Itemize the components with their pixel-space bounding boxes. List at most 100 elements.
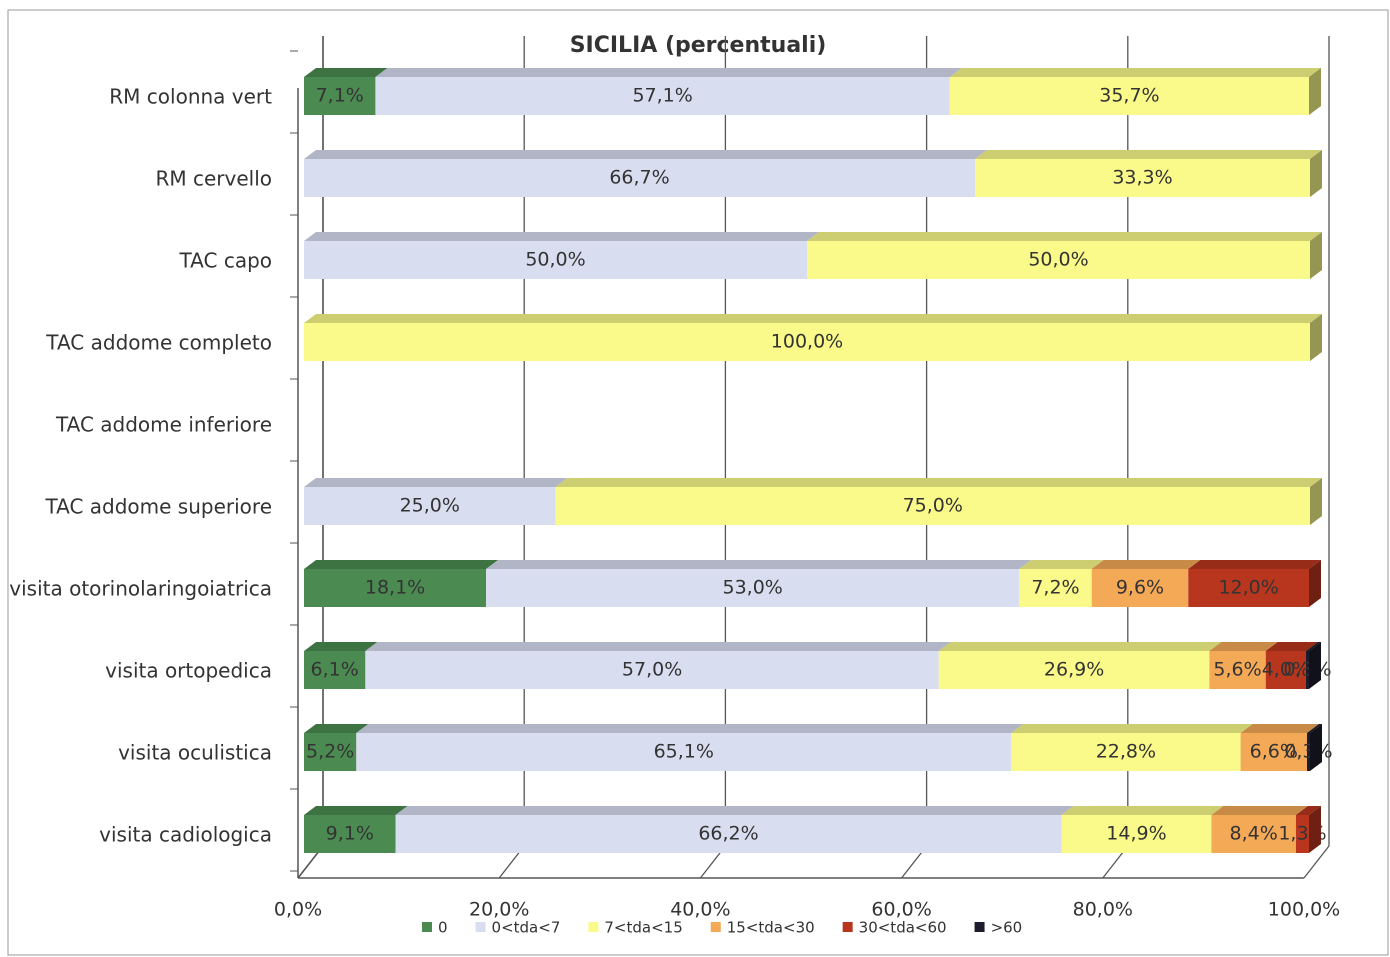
value-label: 14,9% [1106,823,1166,845]
legend-label: >60 [991,919,1023,937]
bar-top [304,642,378,651]
legend-label: 0<tda<7 [492,919,561,937]
value-label: 6,1% [311,659,359,681]
bar-segment [304,487,556,525]
bar-side [1310,150,1322,197]
category-label: RM colonna vert [109,85,272,109]
bar-top [1265,642,1318,651]
x-tick-label: 40,0% [670,899,730,921]
bar-top [486,560,1032,569]
bar-segment [1211,815,1296,853]
value-label: 7,1% [316,85,364,107]
value-label: 7,2% [1031,577,1079,599]
bar-side [1308,806,1321,853]
bar-top [1306,724,1322,733]
value-label: 65,1% [654,741,714,763]
bar-top [304,478,568,487]
bar-segment [1011,733,1241,771]
bar-segment [304,815,396,853]
bar-side [1310,478,1322,525]
category-label: visita cadiologica [99,823,272,847]
bar-top [1209,642,1278,651]
legend-label: 0 [438,919,448,937]
category-label: TAC capo [179,249,273,273]
bar-top [365,642,951,651]
bar-side [1308,560,1321,607]
bar-segment [555,487,1310,525]
bar-segment [1091,569,1189,607]
bar-top [975,150,1322,159]
bar-segment [1295,815,1309,853]
bar-top [304,314,1322,323]
bar-top [375,68,962,77]
value-label: 75,0% [903,495,963,517]
value-label: 26,9% [1044,659,1104,681]
value-label: 50,0% [1028,249,1088,271]
bar-segment [1240,733,1307,771]
x-tick-label: 20,0% [469,899,529,921]
bar-segment [975,159,1310,197]
value-label: 9,6% [1116,577,1164,599]
bar-segment [304,651,366,689]
bar-segment [1209,651,1266,689]
bar-side [1308,642,1321,689]
bar-segment [1061,815,1212,853]
legend-swatch [475,922,486,932]
legend-swatch [974,922,985,932]
bar-segment [1188,569,1309,607]
bar-top [1091,560,1201,569]
bar-segment [1019,569,1092,607]
value-label: 57,1% [632,85,692,107]
bar-segment [304,241,807,279]
x-tick-label: 100,0% [1268,899,1340,921]
bar-segment [938,651,1210,689]
x-tick-label: 0,0% [274,899,322,921]
bar-segment [356,733,1012,771]
legend-label: 30<tda<60 [859,919,947,937]
value-label: 0,3% [1283,659,1331,681]
value-label: 22,8% [1096,741,1156,763]
category-label: visita ortopedica [105,659,272,683]
value-label: 0,3% [1284,741,1332,763]
bar-top [304,806,408,815]
bar-segment [304,77,376,115]
value-label: 100,0% [771,331,843,353]
bar-segment [1305,651,1309,689]
legend-swatch [842,922,853,932]
category-label: TAC addome superiore [44,495,272,519]
bar-top [938,642,1222,651]
bar-top [304,560,499,569]
value-label: 66,7% [609,167,669,189]
grid-line [1303,845,1330,879]
bar-segment [395,815,1062,853]
value-label: 9,1% [326,823,374,845]
value-label: 5,2% [306,741,354,763]
chart-title: SICILIA (percentuali) [570,33,827,58]
bar-segment [1306,733,1310,771]
value-label: 66,2% [698,823,758,845]
bar-top [1061,806,1224,815]
value-label: 18,1% [365,577,425,599]
bar-segment [375,77,950,115]
value-label: 6,6% [1250,741,1298,763]
bar-top [807,232,1322,241]
value-label: 25,0% [400,495,460,517]
bar-top [1295,806,1321,815]
bar-side [1310,314,1322,361]
value-label: 5,6% [1213,659,1261,681]
value-label: 50,0% [525,249,585,271]
bar-top [1240,724,1319,733]
bar-top [949,68,1321,77]
bar-segment [949,77,1309,115]
legend-swatch [588,922,599,932]
category-label: visita otorinolaringoiatrica [9,577,272,601]
bar-top [1188,560,1321,569]
bar-segment [304,733,357,771]
value-label: 12,0% [1218,577,1278,599]
value-label: 4,0% [1262,659,1310,681]
bar-segment [1265,651,1306,689]
bar-segment [304,569,487,607]
value-label: 35,7% [1099,85,1159,107]
value-label: 8,4% [1230,823,1278,845]
